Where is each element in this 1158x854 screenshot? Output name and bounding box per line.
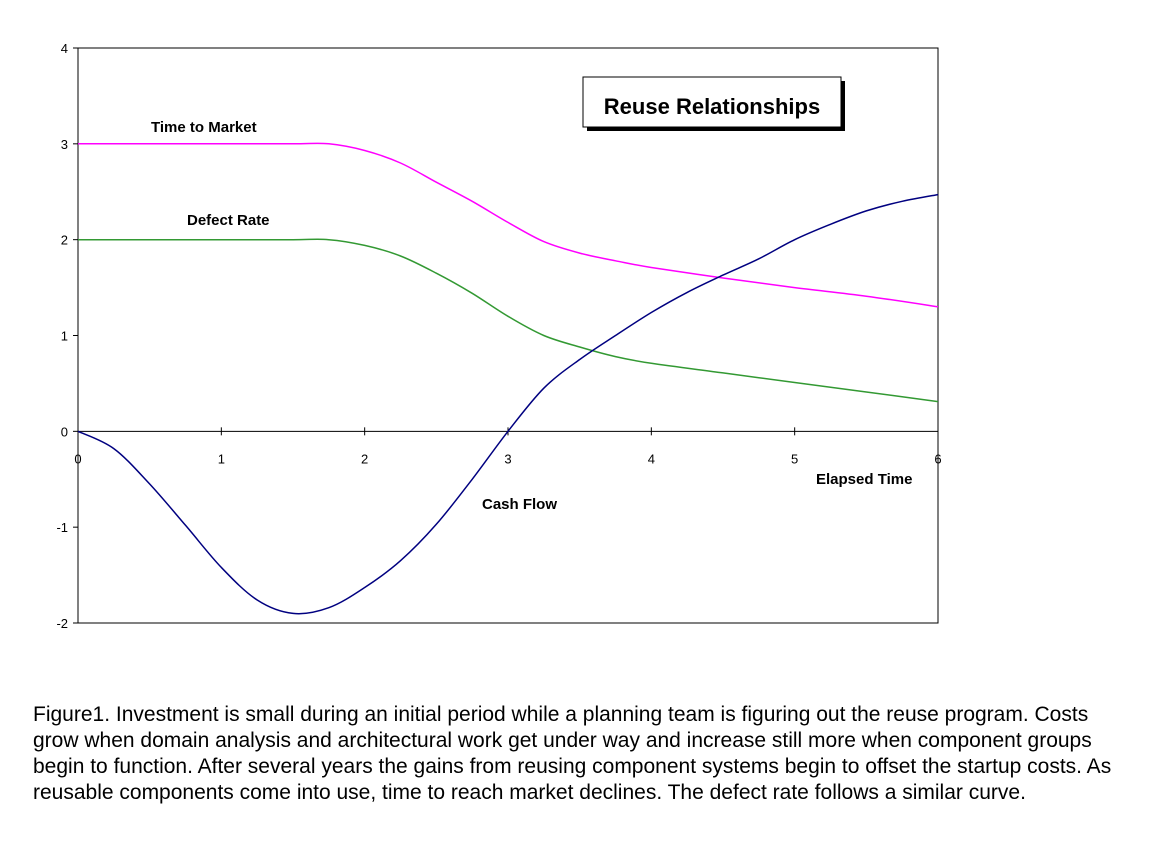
title-box (582, 76, 842, 128)
y-tick-label: -1 (56, 520, 68, 535)
y-tick-label: -2 (56, 616, 68, 631)
x-tick-label: 3 (504, 451, 511, 466)
series-label-time-to-market: Time to Market (151, 119, 257, 136)
reuse-chart: -2 -1 0 1 2 3 4 0 1 2 3 4 5 6 Reuse Relationships Tim… (56, 41, 941, 631)
x-tick-label: 0 (74, 451, 81, 466)
x-tick-label: 5 (791, 451, 798, 466)
y-tick-label: 0 (61, 424, 68, 439)
x-tick-label: 1 (218, 451, 225, 466)
y-tick-label: 4 (61, 41, 68, 56)
series-label-cash-flow: Cash Flow (482, 496, 557, 513)
series-line-time-to-market (78, 142, 939, 308)
series-layer (77, 142, 939, 615)
x-tick-label: 2 (361, 451, 368, 466)
y-tick-label: 1 (61, 329, 68, 344)
series-label-defect-rate: Defect Rate (187, 212, 270, 229)
x-axis-label: Elapsed Time (816, 471, 912, 488)
y-tick-label: 2 (61, 233, 68, 248)
series-line-cash-flow (77, 193, 939, 615)
chart-title: Reuse Relationships (604, 94, 820, 119)
x-tick-label: 4 (648, 451, 655, 466)
y-tick-label: 3 (61, 137, 68, 152)
figure-caption: Figure1. Investment is small during an i… (33, 703, 1112, 804)
x-tick-label: 6 (934, 451, 941, 466)
series-line-defect-rate (78, 238, 939, 403)
